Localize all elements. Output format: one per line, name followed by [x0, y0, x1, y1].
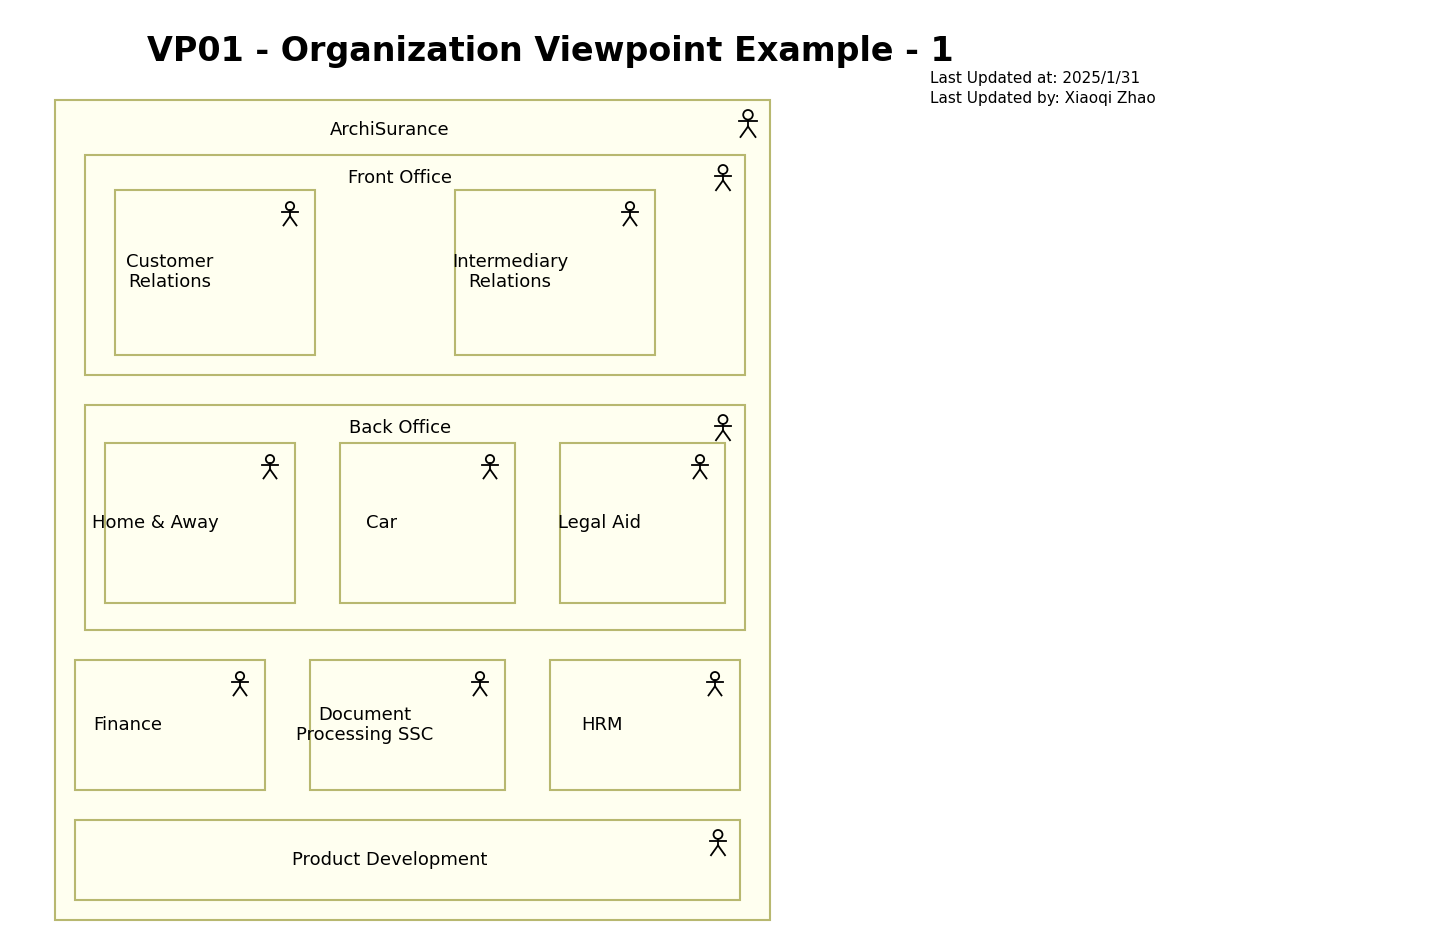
Bar	[75, 660, 265, 790]
Text: Back Office: Back Office	[349, 419, 451, 437]
Text: HRM: HRM	[581, 716, 623, 734]
Bar	[85, 405, 746, 630]
Bar	[55, 100, 770, 920]
Text: Last Updated at: 2025/1/31: Last Updated at: 2025/1/31	[930, 70, 1141, 86]
Text: Legal Aid: Legal Aid	[558, 514, 642, 532]
Text: Finance: Finance	[94, 716, 163, 734]
Text: VP01 - Organization Viewpoint Example - 1: VP01 - Organization Viewpoint Example - …	[147, 35, 953, 69]
Bar	[310, 660, 505, 790]
Bar	[85, 155, 746, 375]
Bar	[75, 820, 740, 900]
Bar	[559, 443, 725, 603]
Text: Car: Car	[366, 514, 398, 532]
Bar	[115, 190, 314, 355]
Text: ArchiSurance: ArchiSurance	[330, 121, 450, 139]
Text: Last Updated by: Xiaoqi Zhao: Last Updated by: Xiaoqi Zhao	[930, 90, 1155, 106]
Bar	[549, 660, 740, 790]
Text: Front Office: Front Office	[348, 169, 451, 187]
Text: Home & Away: Home & Away	[92, 514, 218, 532]
Text: Intermediary
Relations: Intermediary Relations	[451, 252, 568, 291]
Bar	[105, 443, 296, 603]
Bar	[456, 190, 655, 355]
Text: Document
Processing SSC: Document Processing SSC	[297, 705, 434, 744]
Text: Customer
Relations: Customer Relations	[127, 252, 213, 291]
Text: Product Development: Product Development	[293, 851, 487, 869]
Bar	[340, 443, 515, 603]
